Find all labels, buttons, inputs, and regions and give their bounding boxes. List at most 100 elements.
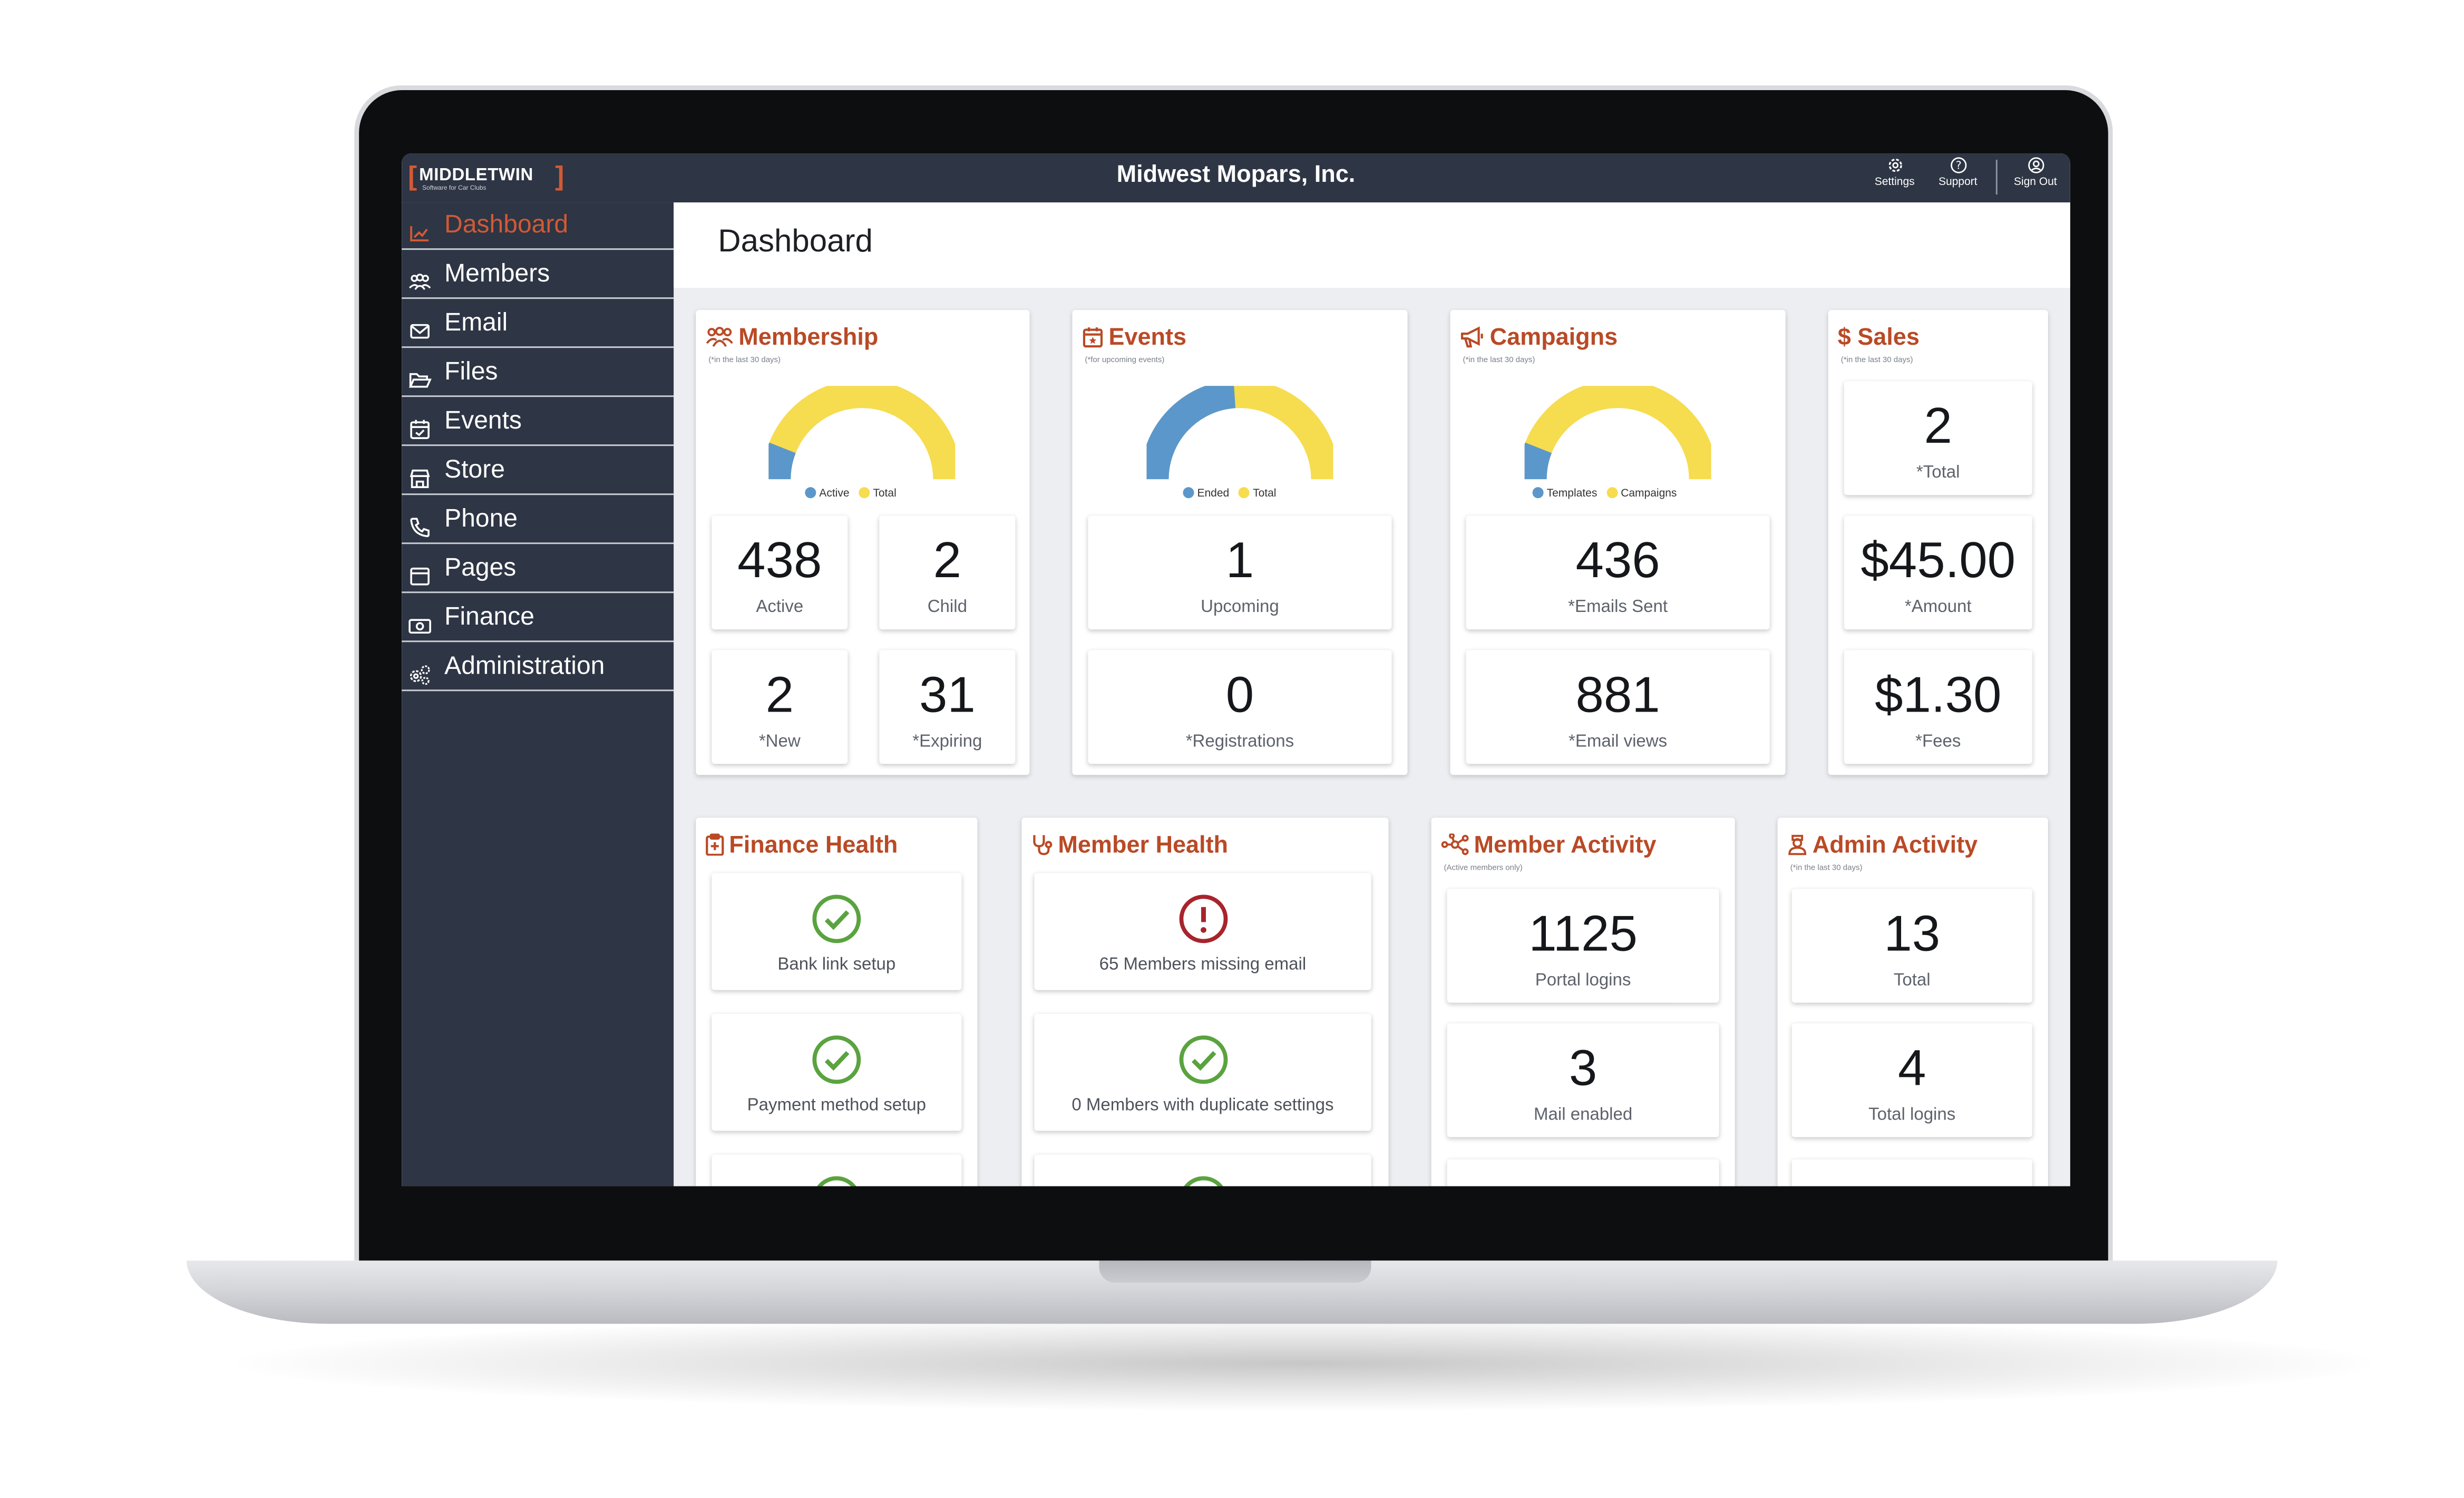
sidebar: Dashboard Members Email Files Events Sto… xyxy=(402,202,674,1186)
gauge-blue-arc xyxy=(768,442,796,480)
legend-swatch-blue xyxy=(805,487,816,499)
support-button[interactable]: ? Support xyxy=(1931,157,1985,198)
settings-button[interactable]: Settings xyxy=(1868,157,1922,198)
membership-subtitle: (*in the last 30 days) xyxy=(708,356,781,366)
sidebar-item-administration[interactable]: Administration xyxy=(402,644,674,692)
support-label: Support xyxy=(1938,177,1978,189)
membership-legend: Active Total xyxy=(798,487,897,500)
app-screen: [ MIDDLETWIN Software for Car Clubs ] Mi… xyxy=(402,153,2070,1186)
campaigns-card: Campaigns (*in the last 30 days) Templat… xyxy=(1450,310,1786,775)
top-bar: [ MIDDLETWIN Software for Car Clubs ] Mi… xyxy=(402,153,2070,203)
check-partial xyxy=(712,1154,962,1186)
stat-child: 2 Child xyxy=(879,515,1016,630)
gauge-blue-arc xyxy=(1146,386,1236,480)
page-header: Dashboard xyxy=(674,202,2070,288)
sales-title: $ Sales xyxy=(1837,324,1920,352)
sidebar-item-dashboard[interactable]: Dashboard xyxy=(402,202,674,250)
sign-out-button[interactable]: Sign Out xyxy=(2005,157,2066,198)
sidebar-item-members[interactable]: Members xyxy=(402,251,674,299)
check-payment-method: Payment method setup xyxy=(712,1014,962,1131)
money-bill-icon xyxy=(408,607,432,634)
legend-swatch-blue xyxy=(1183,487,1194,499)
check-missing-email: 65 Members missing email xyxy=(1034,873,1371,990)
gauge-yellow-arc xyxy=(768,386,956,480)
bullhorn-icon xyxy=(1460,326,1483,348)
sales-card: $ Sales (*in the last 30 days) 2 *Total $… xyxy=(1828,310,2048,775)
sidebar-item-events[interactable]: Events xyxy=(402,398,674,446)
store-icon xyxy=(408,460,432,488)
chart-line-icon xyxy=(408,215,432,242)
phone-icon xyxy=(408,509,432,538)
stat-sales-amount: $45.00 *Amount xyxy=(1844,515,2032,630)
clipboard-plus-icon xyxy=(706,833,724,856)
gauge-blue-arc xyxy=(1524,442,1552,480)
users-icon xyxy=(706,327,733,347)
stat-sales-total: 2 *Total xyxy=(1844,381,2032,495)
stat-new: 2 *New xyxy=(712,650,848,764)
dollar-icon: $ xyxy=(1837,324,1851,352)
campaigns-gauge xyxy=(1524,386,1711,480)
events-subtitle: (*for upcoming events) xyxy=(1085,356,1165,366)
stat-email-views: 881 *Email views xyxy=(1466,650,1770,764)
finance-health-card: Finance Health Bank link setup Payment m… xyxy=(696,818,978,1186)
stat-sales-fees: $1.30 *Fees xyxy=(1844,650,2032,764)
sales-subtitle: (*in the last 30 days) xyxy=(1840,356,1913,366)
browser-window-icon xyxy=(408,558,432,586)
network-icon xyxy=(1441,833,1469,855)
stat-partial xyxy=(1447,1159,1719,1186)
gears-icon xyxy=(408,656,432,685)
gear-icon xyxy=(1868,157,1922,177)
sidebar-item-store[interactable]: Store xyxy=(402,448,674,495)
membership-card: Membership (*in the last 30 days) Active… xyxy=(696,310,1030,775)
sidebar-item-phone[interactable]: Phone xyxy=(402,497,674,544)
member-activity-card: Member Activity (Active members only) 11… xyxy=(1431,818,1735,1186)
stat-admin-logins: 4 Total logins xyxy=(1791,1023,2032,1137)
check-circle-icon xyxy=(1179,1035,1227,1084)
check-circle-icon xyxy=(1183,1176,1223,1186)
stat-expiring: 31 *Expiring xyxy=(879,650,1016,764)
admin-activity-card: Admin Activity (*in the last 30 days) 13… xyxy=(1777,818,2048,1186)
stat-portal-logins: 1125 Portal logins xyxy=(1447,889,1719,1003)
events-gauge xyxy=(1146,386,1333,480)
campaigns-legend: Templates Campaigns xyxy=(1526,487,1677,500)
stat-partial xyxy=(1791,1159,2032,1186)
legend-swatch-yellow xyxy=(1239,487,1250,499)
stat-emails-sent: 436 *Emails Sent xyxy=(1466,515,1770,630)
admin-activity-subtitle: (*in the last 30 days) xyxy=(1790,863,1863,873)
stethoscope-icon xyxy=(1033,835,1053,855)
svg-text:?: ? xyxy=(1955,159,1961,172)
legend-swatch-blue xyxy=(1532,487,1544,499)
member-activity-title: Member Activity xyxy=(1441,832,1657,859)
events-card: Events (*for upcoming events) Ended Tota… xyxy=(1072,310,1408,775)
middletwin-logo[interactable]: [ MIDDLETWIN Software for Car Clubs ] xyxy=(408,161,564,192)
topbar-divider xyxy=(1995,160,1998,195)
sidebar-item-finance[interactable]: Finance xyxy=(402,595,674,643)
sidebar-item-files[interactable]: Files xyxy=(402,349,674,397)
member-activity-subtitle: (Active members only) xyxy=(1444,863,1523,873)
legend-swatch-yellow xyxy=(859,487,870,499)
exclamation-circle-icon xyxy=(1179,894,1227,943)
events-title: Events xyxy=(1082,324,1186,351)
stat-registrations: 0 *Registrations xyxy=(1088,650,1392,764)
stat-admin-total: 13 Total xyxy=(1791,889,2032,1003)
question-circle-icon: ? xyxy=(1931,157,1985,177)
stat-upcoming: 1 Upcoming xyxy=(1088,515,1392,630)
check-circle-icon xyxy=(812,894,861,943)
member-health-title: Member Health xyxy=(1031,832,1228,859)
membership-gauge xyxy=(768,386,956,480)
club-name: Midwest Mopars, Inc. xyxy=(1116,161,1356,189)
sidebar-item-email[interactable]: Email xyxy=(402,300,674,348)
calendar-star-icon xyxy=(1083,327,1103,348)
page-title: Dashboard xyxy=(718,225,873,260)
events-legend: Ended Total xyxy=(1176,487,1276,500)
campaigns-title: Campaigns xyxy=(1460,324,1618,351)
membership-title: Membership xyxy=(705,324,878,351)
campaigns-subtitle: (*in the last 30 days) xyxy=(1463,356,1535,366)
calendar-check-icon xyxy=(408,411,432,439)
check-circle-icon xyxy=(812,1035,861,1084)
user-circle-icon xyxy=(2005,157,2066,177)
check-circle-icon xyxy=(817,1176,856,1186)
sidebar-item-pages[interactable]: Pages xyxy=(402,546,674,594)
check-bank-link: Bank link setup xyxy=(712,873,962,990)
finance-health-title: Finance Health xyxy=(705,832,898,859)
